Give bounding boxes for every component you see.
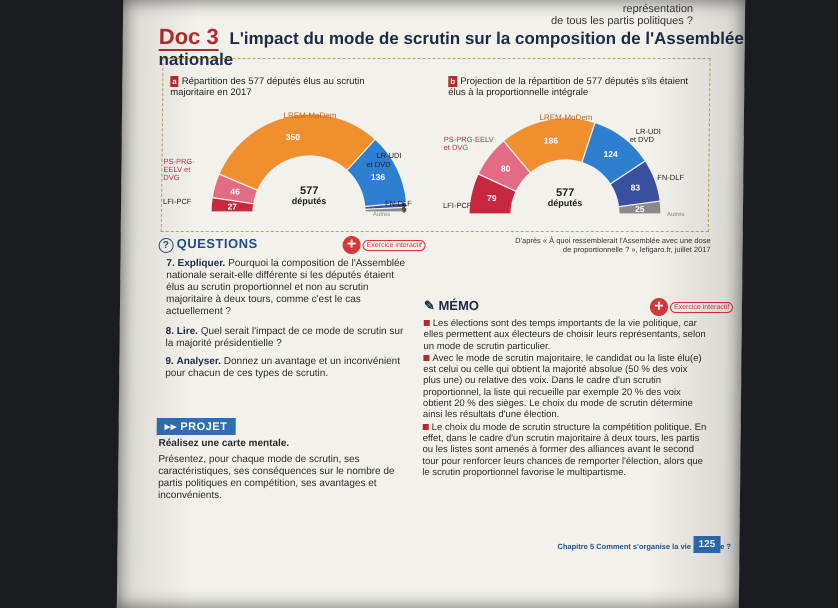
- questions-heading: ? QUESTIONS: [158, 236, 258, 253]
- projet-text: Présentez, pour chaque mode de scrutin, …: [157, 454, 395, 501]
- textbook-page: représentation de tous les partis politi…: [116, 0, 746, 608]
- slice-autres-b: [617, 200, 662, 215]
- value-label-fn-a: 9: [402, 203, 406, 210]
- value-label-ps-a: 46: [230, 186, 240, 196]
- value-label-lr-a: 136: [371, 172, 386, 182]
- label-autres-b: Autres: [667, 212, 684, 218]
- question-7: 7. Expliquer. Pourquoi la composition de…: [165, 258, 406, 317]
- center-label-a: députés: [292, 196, 327, 206]
- label-fn-a: FN-DLF: [385, 199, 412, 208]
- value-label-lfi-a: 27: [227, 201, 237, 211]
- center-value-b: 577: [556, 187, 574, 199]
- memo-body: Les élections sont des temps importants …: [422, 318, 708, 479]
- bullet-icon: [423, 354, 430, 361]
- label-ps-b: PS-PRG-EELVet DVG: [444, 135, 494, 152]
- hemicycle-chart-majoritaire: LREM-MoDem PS-PRG-EELV etDVG LFI-PCF LR-…: [163, 111, 412, 218]
- label-lfi-a: LFI-PCF: [163, 197, 192, 206]
- pencil-icon: ✎: [423, 298, 435, 313]
- center-value-a: 577: [300, 185, 318, 197]
- fig-b-title: b Projection de la répartition de 577 dép…: [448, 76, 689, 98]
- label-ps-a: PS-PRG-EELV etDVG: [163, 157, 195, 182]
- label-lr-a: LR-UDIet DVD: [366, 151, 401, 169]
- memo-paragraph: Avec le mode de scrutin majoritaire, le …: [422, 352, 702, 421]
- label-fn-b: FN-DLF: [657, 173, 684, 182]
- plus-icon: +: [649, 298, 669, 316]
- center-label-b: députés: [548, 198, 583, 208]
- exercise-badge-questions[interactable]: + Exercice interactif: [342, 236, 426, 254]
- value-label-autres-b: 25: [635, 204, 645, 214]
- bullet-icon: [422, 423, 429, 430]
- value-label-ps-b: 80: [501, 164, 511, 174]
- slice-lfi-a: [210, 196, 255, 213]
- value-label-fn-b: 83: [631, 182, 641, 192]
- label-lr-b: LR-UDIet DVD: [630, 127, 661, 144]
- slice-lfi-b: [468, 173, 517, 215]
- plus-icon: +: [342, 236, 361, 254]
- fig-a-title: a Répartition des 577 députés élus au scr…: [170, 76, 365, 98]
- label-lrem-a: LREM-MoDem: [283, 111, 336, 120]
- slice-fn-b: [609, 159, 661, 208]
- value-label-autres-a: 9: [402, 208, 406, 215]
- question-9: 9. Analyser. Donnez un avantage et un in…: [165, 356, 401, 379]
- doc-number: Doc 3: [158, 24, 219, 51]
- slice-ps-b: [477, 140, 532, 193]
- arrows-icon: ▸▸: [164, 421, 177, 433]
- memo-paragraph: Les élections sont des temps importants …: [423, 318, 706, 352]
- hemicycle-chart-proportionnelle: LREM-MoDem PS-PRG-EELVet DVG LFI-PCF LR-…: [443, 113, 684, 218]
- memo-heading: ✎ MÉMO: [423, 298, 480, 313]
- label-autres-a: Autres: [373, 212, 390, 218]
- exercise-badge-memo[interactable]: + Exercice interactif: [649, 298, 734, 316]
- value-label-lrem-b: 186: [544, 135, 559, 145]
- slice-ps-a: [211, 173, 259, 205]
- page-number: 125: [693, 536, 721, 553]
- bullet-icon: [423, 320, 430, 326]
- slice-lr-b: [581, 121, 647, 185]
- value-label-lrem-a: 350: [286, 132, 301, 142]
- value-label-lfi-b: 79: [487, 193, 497, 203]
- value-label-lr-b: 124: [604, 149, 619, 159]
- slice-lr-a: [345, 138, 408, 208]
- memo-paragraph: Le choix du mode de scrutin structure la…: [422, 421, 707, 478]
- projet-subtitle: Réalisez une carte mentale.: [158, 438, 290, 449]
- slice-lrem-a: [218, 113, 377, 192]
- question-icon: ?: [158, 238, 174, 253]
- label-lrem-b: LREM-MoDem: [539, 113, 592, 122]
- slice-lrem-b: [502, 117, 596, 174]
- projet-body: Réalisez une carte mentale. Présentez, p…: [158, 438, 409, 502]
- label-lfi-b: LFI-PCF: [443, 201, 472, 210]
- projet-heading: ▸▸ PROJET: [156, 418, 236, 435]
- source-note: D'après « À quoi ressemblerait l'Assembl…: [515, 236, 711, 254]
- question-8: 8. Lire. Quel serait l'impact de ce mode…: [165, 326, 404, 349]
